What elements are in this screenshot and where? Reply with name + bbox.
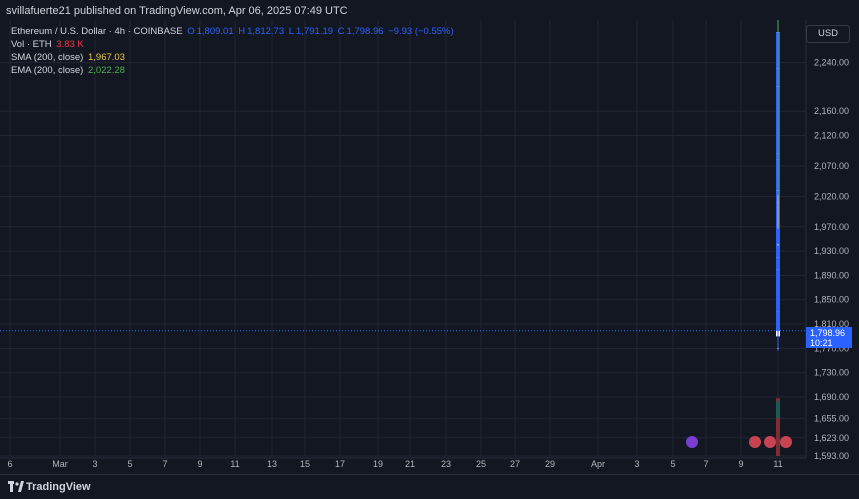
y-tick-label: 2,120.00 xyxy=(814,131,849,141)
y-tick-label: 2,070.00 xyxy=(814,161,849,171)
x-tick-label: Apr xyxy=(591,459,605,469)
close-value: 1,798.96 xyxy=(346,26,384,37)
x-tick-label: 13 xyxy=(267,459,277,469)
x-tick-label: 11 xyxy=(773,459,782,469)
y-tick-label: 1,593.00 xyxy=(814,451,849,461)
ema-label: EMA (200, close) xyxy=(11,65,84,76)
y-tick-label: 2,160.00 xyxy=(814,106,849,116)
x-tick-label: 3 xyxy=(634,459,639,469)
sma-value: 1,967.03 xyxy=(87,52,125,63)
currency-button[interactable]: USD xyxy=(806,25,850,43)
x-tick-label: 15 xyxy=(300,459,310,469)
x-tick-label: 9 xyxy=(738,459,743,469)
x-tick-label: 21 xyxy=(405,459,415,469)
open-label: O xyxy=(187,26,195,37)
tradingview-logo-icon[interactable] xyxy=(8,481,24,492)
x-tick-label: 11 xyxy=(230,459,239,469)
change-value: −9.93 (−0.55%) xyxy=(388,26,454,37)
us-flag-icon[interactable] xyxy=(764,436,776,448)
y-tick-label: 1,890.00 xyxy=(814,270,849,280)
high-value: 1,812.73 xyxy=(247,26,285,37)
x-tick-label: 5 xyxy=(670,459,675,469)
candle-body xyxy=(776,324,780,331)
close-label: C xyxy=(337,26,345,37)
volume-label: Vol · ETH xyxy=(11,39,52,50)
y-tick-label: 1,623.00 xyxy=(814,433,849,443)
ema-value: 2,022.28 xyxy=(87,65,125,76)
volume-bar xyxy=(776,430,780,456)
legend-row-volume[interactable]: Vol · ETH 3.83 K xyxy=(11,39,86,50)
x-tick-label: 17 xyxy=(335,459,345,469)
y-tick-label: 1,655.00 xyxy=(814,413,849,423)
publisher-text: svillafuerte21 published on TradingView.… xyxy=(6,5,348,17)
x-tick-label: 23 xyxy=(441,459,451,469)
time-axis[interactable]: 6 Mar 3 5 7 9 11 13 15 17 19 21 23 25 27 29 Apr 3 5 7 9 11 xyxy=(7,459,782,469)
x-tick-label: 25 xyxy=(476,459,486,469)
x-tick-label: 27 xyxy=(510,459,520,469)
y-tick-label: 1,850.00 xyxy=(814,295,849,305)
low-label: L xyxy=(288,26,295,37)
sma-label: SMA (200, close) xyxy=(11,52,84,63)
event-markers[interactable] xyxy=(686,436,792,448)
price-chart[interactable]: 2,240.00 2,160.00 2,120.00 2,070.00 2,020.00… xyxy=(0,0,859,474)
volume-value: 3.83 K xyxy=(56,39,84,50)
candle-body xyxy=(776,281,780,312)
y-tick-label: 1,730.00 xyxy=(814,368,849,378)
y-tick-label: 1,690.00 xyxy=(814,392,849,402)
y-tick-label: 1,930.00 xyxy=(814,246,849,256)
us-flag-icon[interactable] xyxy=(780,436,792,448)
brand-name[interactable]: TradingView xyxy=(26,481,91,493)
x-tick-label: 3 xyxy=(92,459,97,469)
legend-title: Ethereum / U.S. Dollar · 4h · COINBASE xyxy=(11,26,183,37)
legend-row-ema[interactable]: EMA (200, close) 2,022.28 xyxy=(11,65,127,76)
x-tick-label: 7 xyxy=(162,459,167,469)
y-tick-label: 2,240.00 xyxy=(814,58,849,68)
lightning-icon[interactable] xyxy=(686,436,698,448)
candle-body xyxy=(776,202,780,276)
grid xyxy=(0,20,807,459)
footer: TradingView xyxy=(0,474,859,499)
y-tick-label: 1,770.00 xyxy=(814,343,849,353)
x-tick-label: 9 xyxy=(197,459,202,469)
x-tick-label: 5 xyxy=(127,459,132,469)
us-flag-icon[interactable] xyxy=(749,436,761,448)
legend-row-symbol: Ethereum / U.S. Dollar · 4h · COINBASE O… xyxy=(11,26,456,37)
last-price-tag: 1,798.96 10:21 xyxy=(806,326,852,348)
publisher-bar: svillafuerte21 published on TradingView.… xyxy=(0,0,859,22)
price-axis[interactable]: 2,240.00 2,160.00 2,120.00 2,070.00 2,020.00… xyxy=(814,58,849,461)
x-tick-label: 6 xyxy=(7,459,12,469)
high-label: H xyxy=(238,26,246,37)
y-tick-label: 1,810.00 xyxy=(814,319,849,329)
y-tick-label: 1,970.00 xyxy=(814,222,849,232)
x-tick-label: 29 xyxy=(545,459,555,469)
x-tick-label: Mar xyxy=(52,459,68,469)
open-value: 1,809.01 xyxy=(196,26,234,37)
low-value: 1,791.19 xyxy=(296,26,334,37)
bar-countdown: 10:21 xyxy=(810,337,833,348)
x-tick-label: 19 xyxy=(373,459,383,469)
volume-bars xyxy=(776,398,780,456)
x-tick-label: 7 xyxy=(703,459,708,469)
legend-row-sma[interactable]: SMA (200, close) 1,967.03 xyxy=(11,52,127,63)
last-price-value: 1,798.96 xyxy=(810,327,846,338)
y-tick-label: 2,020.00 xyxy=(814,191,849,201)
